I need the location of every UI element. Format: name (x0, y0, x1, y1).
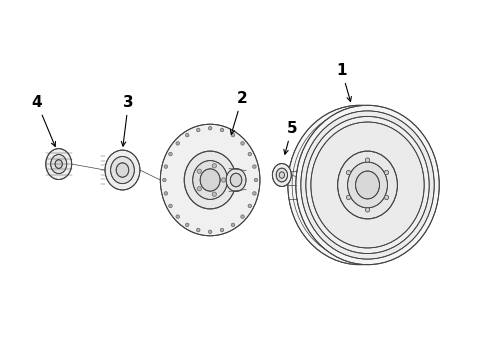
Circle shape (231, 133, 235, 137)
Ellipse shape (338, 151, 397, 219)
Circle shape (163, 178, 166, 182)
Ellipse shape (50, 154, 67, 174)
Ellipse shape (272, 163, 292, 186)
Ellipse shape (111, 157, 134, 184)
Ellipse shape (160, 124, 260, 236)
Circle shape (384, 170, 389, 175)
Text: 3: 3 (122, 95, 134, 146)
Ellipse shape (279, 172, 285, 178)
Circle shape (208, 126, 212, 130)
Ellipse shape (230, 173, 242, 187)
Ellipse shape (200, 169, 220, 191)
Circle shape (176, 215, 179, 219)
Circle shape (254, 178, 258, 182)
Ellipse shape (311, 122, 424, 248)
Circle shape (241, 215, 245, 219)
Circle shape (169, 204, 172, 208)
Ellipse shape (193, 161, 227, 199)
Ellipse shape (301, 111, 434, 259)
Circle shape (241, 141, 245, 145)
Circle shape (185, 223, 189, 227)
Circle shape (366, 158, 370, 162)
Circle shape (253, 165, 256, 168)
Circle shape (164, 165, 168, 168)
Circle shape (208, 230, 212, 234)
Circle shape (366, 208, 370, 212)
Circle shape (212, 163, 217, 168)
Ellipse shape (296, 105, 439, 265)
Circle shape (197, 169, 201, 174)
Text: 4: 4 (31, 95, 55, 147)
Text: 2: 2 (230, 91, 247, 134)
Circle shape (248, 204, 251, 208)
Circle shape (220, 228, 224, 232)
Circle shape (185, 133, 189, 137)
Circle shape (169, 152, 172, 156)
Text: 1: 1 (336, 63, 351, 102)
Ellipse shape (306, 116, 429, 253)
Circle shape (221, 178, 226, 182)
Circle shape (196, 228, 200, 232)
Ellipse shape (55, 160, 62, 168)
Ellipse shape (276, 168, 288, 182)
Circle shape (384, 195, 389, 200)
Circle shape (346, 195, 351, 200)
Circle shape (196, 128, 200, 132)
Ellipse shape (226, 168, 246, 192)
Circle shape (231, 223, 235, 227)
Ellipse shape (356, 171, 379, 199)
Ellipse shape (116, 163, 129, 177)
Circle shape (197, 186, 201, 191)
Ellipse shape (347, 162, 388, 208)
Circle shape (176, 141, 179, 145)
Ellipse shape (46, 149, 72, 180)
Ellipse shape (105, 150, 140, 190)
Ellipse shape (184, 151, 236, 209)
Circle shape (220, 128, 224, 132)
Circle shape (212, 192, 217, 197)
Text: 5: 5 (284, 121, 297, 154)
Circle shape (164, 192, 168, 195)
Circle shape (253, 192, 256, 195)
Ellipse shape (288, 105, 431, 265)
Circle shape (346, 170, 351, 175)
Circle shape (248, 152, 251, 156)
